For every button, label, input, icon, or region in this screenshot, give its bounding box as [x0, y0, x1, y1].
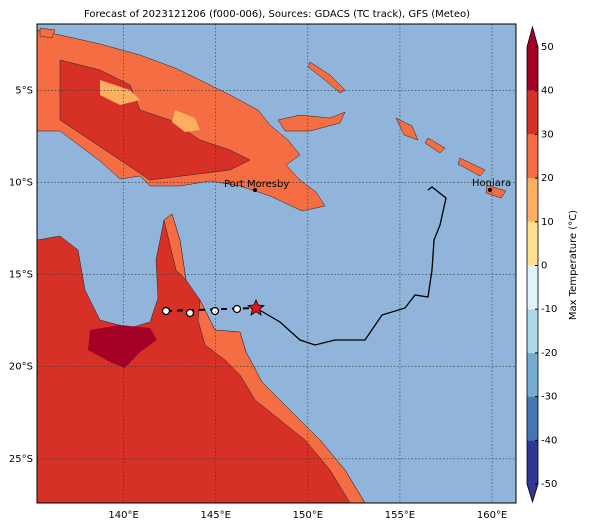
colorbar-tick-label: 30 — [541, 129, 554, 140]
lon-tick-label: 155°E — [385, 510, 415, 521]
map-frame — [36, 23, 517, 504]
lon-tick-label: 160°E — [477, 510, 507, 521]
forecast-track — [165, 307, 257, 312]
colorbar-tick-label: 20 — [541, 173, 554, 184]
title: Forecast of 2023121206 (f000-006), Sourc… — [84, 9, 470, 20]
colorbar-band — [527, 309, 538, 353]
lat-tick-label: 10°S — [9, 177, 33, 188]
colorbar-tick-label: 10 — [541, 217, 554, 228]
colorbar-band — [527, 265, 538, 310]
place-dot — [253, 188, 257, 192]
place-dot — [488, 188, 492, 192]
colorbar-tick-label: 40 — [541, 86, 554, 97]
land — [100, 80, 140, 105]
lon-tick-label: 140°E — [108, 510, 138, 521]
colorbar-extend — [527, 27, 538, 47]
lat-tick-label: 15°S — [9, 270, 33, 281]
place-label: Port Moresby — [224, 179, 289, 190]
colorbar-tick-label: 0 — [541, 261, 547, 272]
colorbar-tick-label: -40 — [541, 435, 557, 446]
land — [457, 157, 486, 177]
colorbar-extend — [527, 484, 538, 502]
colorbar-label: Max Temperature (°C) — [568, 210, 579, 320]
land — [424, 137, 446, 154]
colorbar-tick-label: -20 — [541, 348, 557, 359]
colorbar-band — [527, 221, 538, 266]
cyclone-symbols — [161, 304, 242, 318]
lon-tick-label: 150°E — [293, 510, 323, 521]
land — [395, 117, 419, 141]
land — [172, 110, 200, 132]
map: Port Moresby Honiara — [36, 23, 517, 504]
colorbar-band — [527, 396, 538, 441]
lat-tick-label: 25°S — [9, 454, 33, 465]
colorbar-tick-label: -10 — [541, 304, 557, 315]
place-label: Honiara — [472, 178, 511, 189]
lon-tick-label: 145°E — [201, 510, 231, 521]
land — [88, 325, 157, 368]
lat-tick-label: 20°S — [9, 362, 33, 373]
land — [277, 111, 346, 132]
land — [485, 184, 507, 199]
colorbar-band — [527, 440, 538, 484]
colorbar-band — [527, 90, 538, 135]
colorbar-band — [527, 134, 538, 179]
colorbar-tick-label: -50 — [541, 479, 557, 490]
colorbar-band — [527, 352, 538, 397]
land — [39, 27, 56, 39]
current-position — [246, 299, 266, 316]
past-track — [255, 186, 447, 346]
colorbar-band — [527, 47, 538, 91]
colorbar: -50 -40 -30 -20 -10 0 10 20 30 40 50 — [526, 25, 557, 504]
colorbar-tick-label: 50 — [541, 42, 554, 53]
colorbar-tick-label: -30 — [541, 392, 557, 403]
lat-tick-label: 5°S — [15, 85, 33, 96]
colorbar-band — [527, 178, 538, 222]
land — [163, 213, 187, 281]
graticule — [37, 24, 516, 503]
